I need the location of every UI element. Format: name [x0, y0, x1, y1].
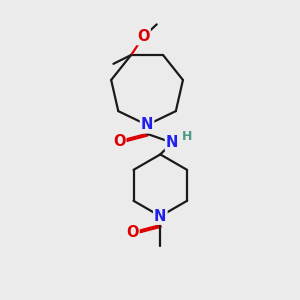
Text: N: N [154, 209, 167, 224]
Text: O: O [126, 225, 139, 240]
Text: H: H [182, 130, 192, 143]
Text: N: N [166, 135, 178, 150]
Text: O: O [113, 134, 125, 149]
Text: N: N [141, 118, 153, 133]
Text: O: O [137, 29, 150, 44]
